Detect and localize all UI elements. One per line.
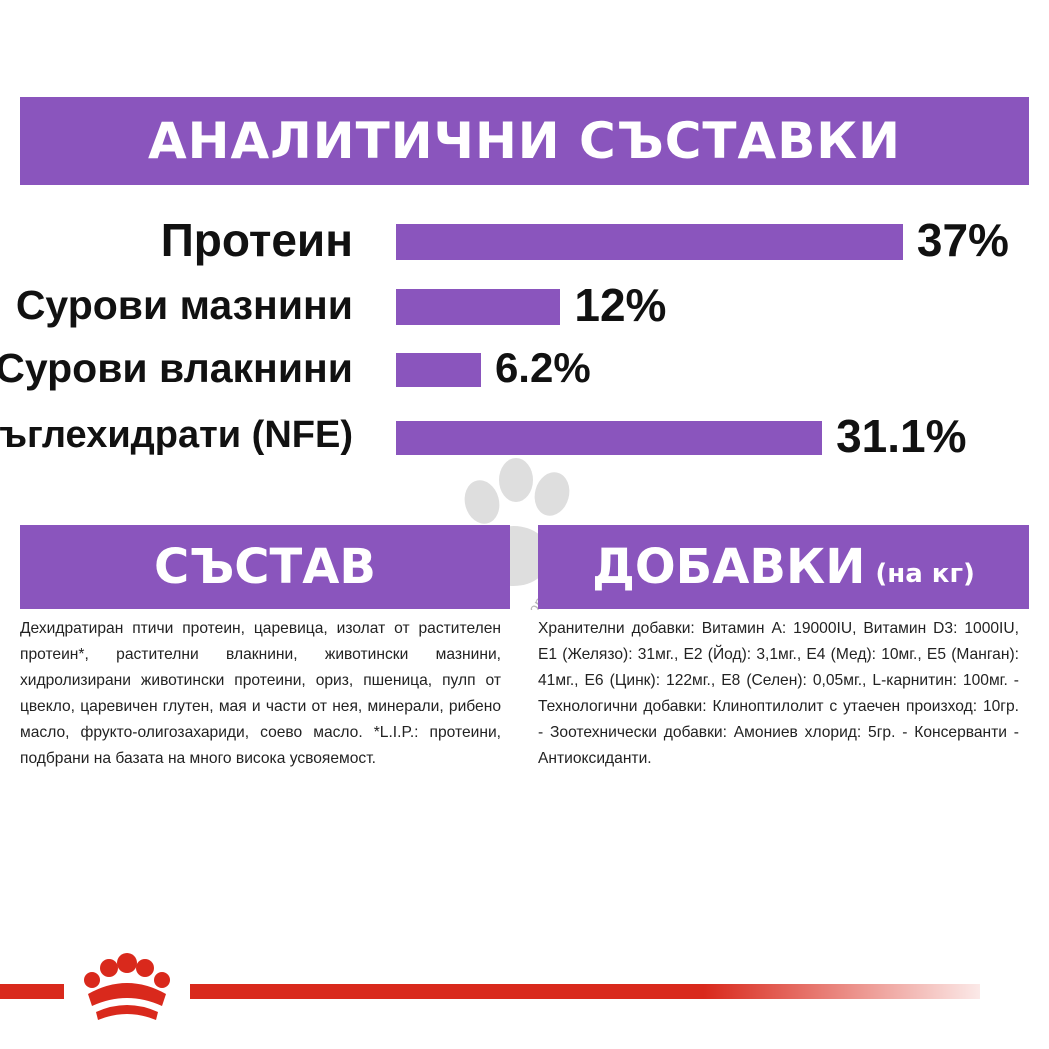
analytic-title: АНАЛИТИЧНИ СЪСТАВКИ: [147, 112, 902, 170]
value-label: 6.2%: [494, 343, 591, 391]
bar: [396, 421, 823, 455]
composition-banner: СЪСТАВ: [20, 525, 510, 609]
category-label: Сурови мазнини: [15, 281, 353, 328]
composition-text: Дехидратиран птичи протеин, царевица, из…: [20, 620, 501, 767]
bar: [396, 289, 561, 325]
additives-banner: ДОБАВКИ (на кг): [538, 525, 1029, 609]
additives-subtitle: (на кг): [875, 559, 975, 589]
value-label: 31.1%: [836, 410, 967, 463]
category-label: Сурови влакнини: [0, 344, 353, 391]
analytic-bar-chart: Протеин 37% Сурови мазнини 12% Сурови влакни…: [0, 200, 1049, 480]
additives-text: Хранителни добавки: Витамин А: 19000IU, …: [538, 620, 1019, 767]
brand-line-left: [0, 984, 64, 999]
brand-line-right: [190, 984, 980, 999]
crown-logo-icon: [72, 950, 182, 1030]
category-label: Въглехидрати (NFE): [0, 414, 353, 457]
bar: [396, 353, 481, 387]
value-label: 37%: [916, 214, 1009, 267]
analytic-banner: АНАЛИТИЧНИ СЪСТАВКИ: [20, 97, 1029, 185]
composition-title: СЪСТАВ: [153, 539, 377, 595]
value-label: 12%: [574, 279, 667, 332]
bar: [396, 224, 903, 260]
additives-title: ДОБАВКИ: [592, 539, 866, 595]
category-label: Протеин: [160, 214, 353, 267]
